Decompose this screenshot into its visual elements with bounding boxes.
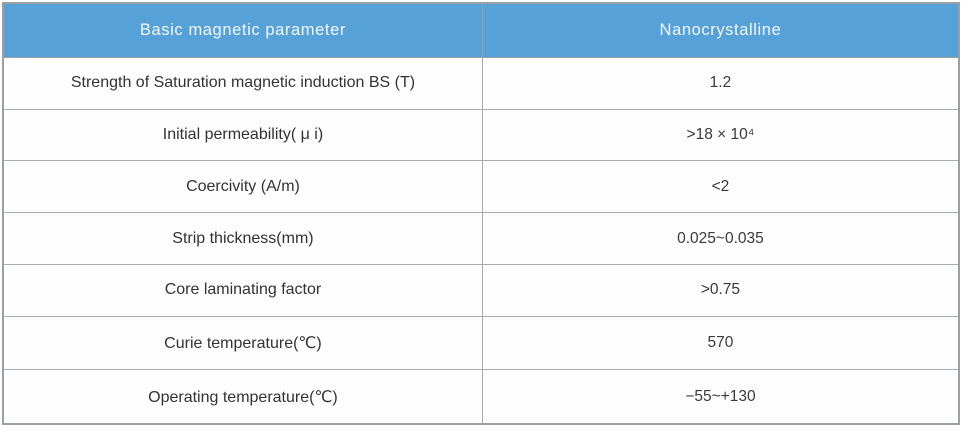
value-laminating-factor: >0.75 bbox=[700, 281, 741, 299]
table-row: Operating temperature(℃) −55~+130 bbox=[4, 370, 958, 424]
value-coercivity: <2 bbox=[711, 177, 730, 195]
table-row: Strip thickness(mm) 0.025~0.035 bbox=[4, 213, 958, 265]
param-strip-thickness: Strip thickness(mm) bbox=[4, 213, 483, 264]
table-row: Initial permeability( μ i) >18 × 10⁴ bbox=[4, 109, 958, 162]
param-curie-temperature: Curie temperature(℃) bbox=[4, 316, 483, 370]
value-operating-temperature: −55~+130 bbox=[685, 387, 756, 405]
table-row: Curie temperature(℃) 570 bbox=[4, 316, 958, 371]
column-header-nanocrystalline: Nanocrystalline bbox=[659, 21, 782, 39]
table-row: Strength of Saturation magnetic inductio… bbox=[4, 58, 958, 110]
magnetic-parameters-table: Basic magnetic parameter Nanocrystalline… bbox=[2, 2, 960, 425]
param-saturation-induction: Strength of Saturation magnetic inductio… bbox=[4, 58, 483, 109]
param-coercivity: Coercivity (A/m) bbox=[4, 161, 483, 213]
param-laminating-factor: Core laminating factor bbox=[4, 264, 483, 316]
value-saturation-induction: 1.2 bbox=[709, 74, 732, 92]
table-header-row: Basic magnetic parameter Nanocrystalline bbox=[4, 4, 958, 58]
value-curie-temperature: 570 bbox=[707, 333, 734, 351]
table-row: Coercivity (A/m) <2 bbox=[4, 161, 958, 214]
value-strip-thickness: 0.025~0.035 bbox=[677, 229, 764, 247]
value-initial-permeability: >18 × 10⁴ bbox=[686, 126, 755, 144]
table-row: Core laminating factor >0.75 bbox=[4, 264, 958, 317]
param-operating-temperature: Operating temperature(℃) bbox=[4, 370, 483, 424]
column-header-parameter: Basic magnetic parameter bbox=[4, 4, 483, 57]
param-initial-permeability: Initial permeability( μ i) bbox=[4, 109, 483, 161]
